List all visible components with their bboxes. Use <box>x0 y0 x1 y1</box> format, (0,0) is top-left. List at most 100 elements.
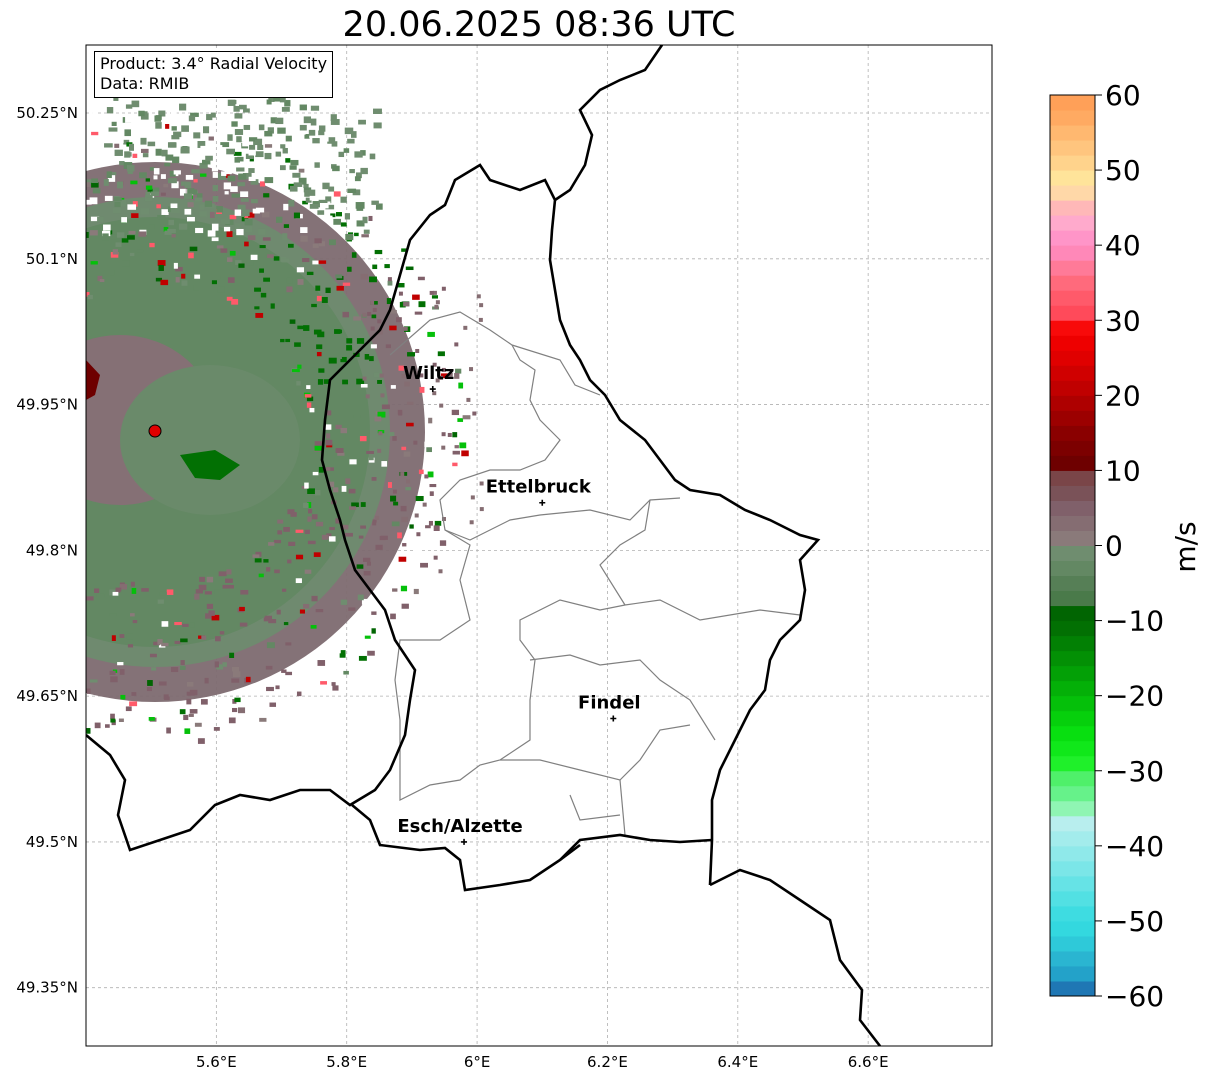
lat-tick-label: 50.1°N <box>26 250 78 268</box>
colorbar-band <box>1050 245 1095 261</box>
city-marker: Wiltz <box>403 363 454 393</box>
lon-tick-label: 5.8°E <box>326 1053 367 1071</box>
colorbar-band <box>1050 155 1095 171</box>
colorbar-band <box>1050 260 1095 276</box>
grid-lines <box>86 45 992 1046</box>
colorbar-band <box>1050 440 1095 456</box>
colorbar-band <box>1050 920 1095 937</box>
canton-borders <box>389 311 801 836</box>
lon-tick-label: 6.6°E <box>848 1053 889 1071</box>
colorbar-band <box>1050 425 1095 441</box>
colorbar-band <box>1050 200 1095 216</box>
colorbar-band <box>1050 290 1095 306</box>
colorbar-band <box>1050 905 1095 922</box>
colorbar-band <box>1050 590 1095 607</box>
colorbar-band <box>1050 980 1095 997</box>
country-borders <box>86 45 882 1046</box>
colorbar-band <box>1050 815 1095 832</box>
colorbar-band <box>1050 965 1095 982</box>
lat-tick-label: 49.35°N <box>16 979 78 997</box>
colorbar-band <box>1050 380 1095 396</box>
colorbar-band <box>1050 125 1095 141</box>
colorbar-band <box>1050 770 1095 787</box>
colorbar-band <box>1050 215 1095 231</box>
city-marker: Esch/Alzette <box>397 816 523 845</box>
city-label: Findel <box>578 692 641 713</box>
colorbar-band <box>1050 305 1095 321</box>
colorbar: 60 50 40 30 20 10 0 −10 −20 −30 −40 −50 −60 m/s <box>1049 79 1202 1013</box>
colorbar-band <box>1050 470 1095 486</box>
colorbar-band <box>1050 680 1095 697</box>
colorbar-band <box>1050 320 1095 336</box>
colorbar-band <box>1050 740 1095 757</box>
colorbar-band <box>1050 725 1095 742</box>
colorbar-tick-label: 50 <box>1105 154 1141 187</box>
colorbar-band <box>1050 545 1095 562</box>
city-label: Esch/Alzette <box>397 816 522 837</box>
colorbar-band <box>1050 950 1095 967</box>
colorbar-band <box>1050 350 1095 366</box>
colorbar-tick-label: −40 <box>1105 830 1164 863</box>
colorbar-band <box>1050 530 1095 546</box>
colorbar-band <box>1050 830 1095 847</box>
colorbar-band <box>1050 230 1095 246</box>
colorbar-band <box>1050 875 1095 892</box>
lat-tick-label: 50.25°N <box>16 104 78 122</box>
city-marker: Findel <box>578 692 641 722</box>
city-label: Wiltz <box>403 363 454 384</box>
colorbar-band <box>1050 560 1095 577</box>
colorbar-band <box>1050 485 1095 501</box>
colorbar-band <box>1050 410 1095 426</box>
colorbar-bands <box>1050 95 1095 997</box>
colorbar-tick-label: 20 <box>1105 379 1141 412</box>
lon-tick-label: 5.6°E <box>196 1053 237 1071</box>
city-cross-icon <box>429 386 436 393</box>
data-source-label: Data: RMIB <box>100 74 190 93</box>
lon-tick-label: 6.2°E <box>587 1053 628 1071</box>
colorbar-tick-label: −50 <box>1105 905 1164 938</box>
lat-tick-label: 49.5°N <box>26 833 78 851</box>
colorbar-tick-label: −60 <box>1105 980 1164 1013</box>
colorbar-band <box>1050 620 1095 637</box>
colorbar-band <box>1050 710 1095 727</box>
lat-tick-label: 49.65°N <box>16 687 78 705</box>
map-frame <box>85 44 993 1047</box>
city-cross-icon <box>610 715 617 722</box>
colorbar-band <box>1050 455 1095 471</box>
city-label: Ettelbruck <box>486 477 592 498</box>
city-cross-icon <box>539 499 546 506</box>
radar-echo-field <box>86 95 484 744</box>
colorbar-band <box>1050 695 1095 712</box>
city-marker: Ettelbruck <box>486 477 592 506</box>
colorbar-band <box>1050 500 1095 516</box>
lat-tick-label: 49.95°N <box>16 396 78 414</box>
colorbar-band <box>1050 935 1095 952</box>
colorbar-band <box>1050 845 1095 862</box>
colorbar-band <box>1050 110 1095 126</box>
colorbar-band <box>1050 785 1095 802</box>
colorbar-tick-label: 40 <box>1105 229 1141 262</box>
colorbar-tick-label: 10 <box>1105 454 1141 487</box>
colorbar-tick-label: 60 <box>1105 79 1141 112</box>
colorbar-band <box>1050 515 1095 531</box>
lat-tick-label: 49.8°N <box>26 541 78 559</box>
product-info-box: Product: 3.4° Radial Velocity Data: RMIB <box>94 51 334 98</box>
colorbar-band <box>1050 605 1095 622</box>
lon-tick-label: 6°E <box>464 1053 491 1071</box>
city-markers: Wiltz Ettelbruck Findel Esch/Alzette <box>397 363 641 845</box>
map-title: 20.06.2025 08:36 UTC <box>342 5 736 45</box>
colorbar-ticks: 60 50 40 30 20 10 0 −10 −20 −30 −40 −50 −60 <box>1095 79 1164 1013</box>
lon-tick-label: 6.4°E <box>717 1053 758 1071</box>
product-label: Product: 3.4° Radial Velocity <box>100 54 328 73</box>
colorbar-tick-label: −30 <box>1105 755 1164 788</box>
colorbar-band <box>1050 800 1095 817</box>
colorbar-tick-label: −10 <box>1105 605 1164 638</box>
colorbar-band <box>1050 185 1095 201</box>
colorbar-band <box>1050 140 1095 156</box>
colorbar-band <box>1050 755 1095 772</box>
colorbar-band <box>1050 575 1095 592</box>
colorbar-band <box>1050 275 1095 291</box>
map-axis-labels: 5.6°E 5.8°E 6°E 6.2°E 6.4°E 6.6°E 50.25°N 50.1°… <box>16 104 888 1071</box>
